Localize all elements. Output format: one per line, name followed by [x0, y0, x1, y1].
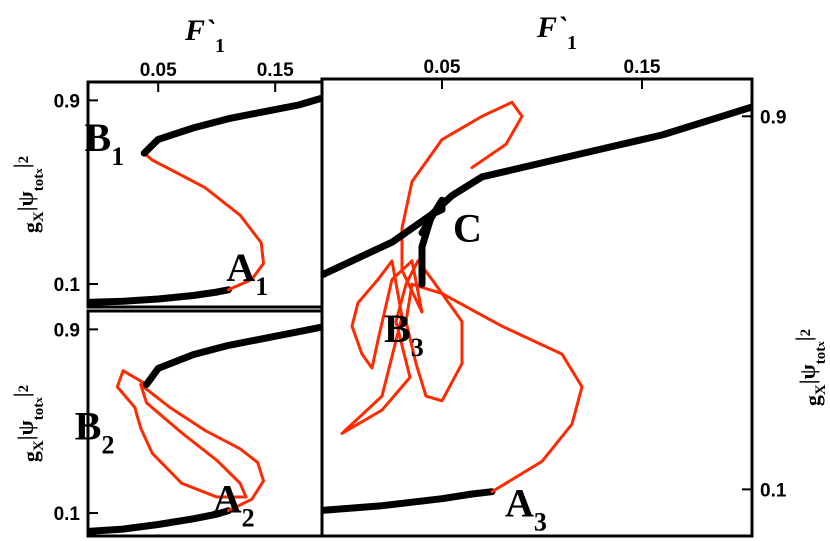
unstable-branch-right-2	[340, 259, 420, 435]
stable-branch-right-5	[418, 103, 752, 288]
point-label-A2: A2	[213, 477, 255, 533]
x-tick-label-top-left-1: 0.15	[257, 60, 294, 81]
point-label-B2: B2	[75, 403, 115, 459]
y-axis-title-bottom-left-text: gX|ψtotx|2	[9, 385, 47, 462]
unstable-branch-bottom-left-1	[115, 369, 265, 513]
stable-branch-bottom-left-0	[88, 507, 232, 535]
unstable-branch-right-3	[400, 100, 524, 314]
stable-branch-top-left-2	[140, 94, 322, 157]
y-axis-title-right: gX|ψtotx|2	[791, 329, 829, 406]
y-tick-label-right-0: 0.9	[760, 107, 786, 128]
frame-top-left	[86, 80, 324, 309]
unstable-branch-right-1	[404, 259, 584, 494]
stable-branch-top-left-0	[88, 286, 232, 306]
frame-bottom-left	[86, 309, 324, 538]
stable-branch-right-0	[322, 488, 496, 514]
stable-branch-bottom-left-2	[143, 323, 322, 388]
y-axis-title-right-text: gX|ψtotx|2	[791, 329, 829, 406]
x-tick-label-right-1: 0.15	[624, 57, 661, 78]
x-axis-title-right: F`1	[536, 11, 577, 54]
y-tick-label-right-1: 0.1	[760, 480, 787, 501]
point-label-B3: B3	[384, 306, 424, 362]
point-label-A1: A1	[226, 245, 268, 301]
y-tick-label-bottom-left-1: 0.1	[54, 504, 81, 525]
x-tick-label-top-left-0: 0.05	[140, 60, 177, 81]
y-axis-title-top-left: gX|ψtotx|2	[9, 156, 47, 233]
y-tick-label-top-left-1: 0.1	[54, 275, 81, 296]
curves-right	[322, 100, 752, 514]
frame-right	[320, 77, 754, 538]
unstable-branch-top-left-1	[142, 151, 265, 292]
panel-bottom-left: 0.9 0.1 gX|ψtotx|2 B2 A2	[9, 309, 324, 538]
y-tick-label-bottom-left-0: 0.9	[54, 320, 80, 341]
panel-top-left: 0.05 0.15 F`1 0.9 0.1 gX|ψtotx|2 B1 A1	[9, 14, 324, 309]
curves-top-left	[88, 94, 322, 306]
y-axis-title-bottom-left: gX|ψtotx|2	[9, 385, 47, 462]
panel-right: 0.05 0.15 F`1 0.9 0.1 gX|ψtotx|2 C B3 A3	[320, 11, 829, 538]
point-label-A3: A3	[505, 481, 547, 537]
point-label-B1: B1	[85, 115, 125, 171]
x-tick-label-right-0: 0.05	[424, 57, 461, 78]
y-axis-title-top-left-text: gX|ψtotx|2	[9, 156, 47, 233]
y-tick-label-top-left-0: 0.9	[54, 91, 80, 112]
x-axis-title-top-left: F`1	[184, 14, 225, 57]
point-label-C: C	[453, 206, 482, 251]
curves-bottom-left	[88, 323, 322, 535]
